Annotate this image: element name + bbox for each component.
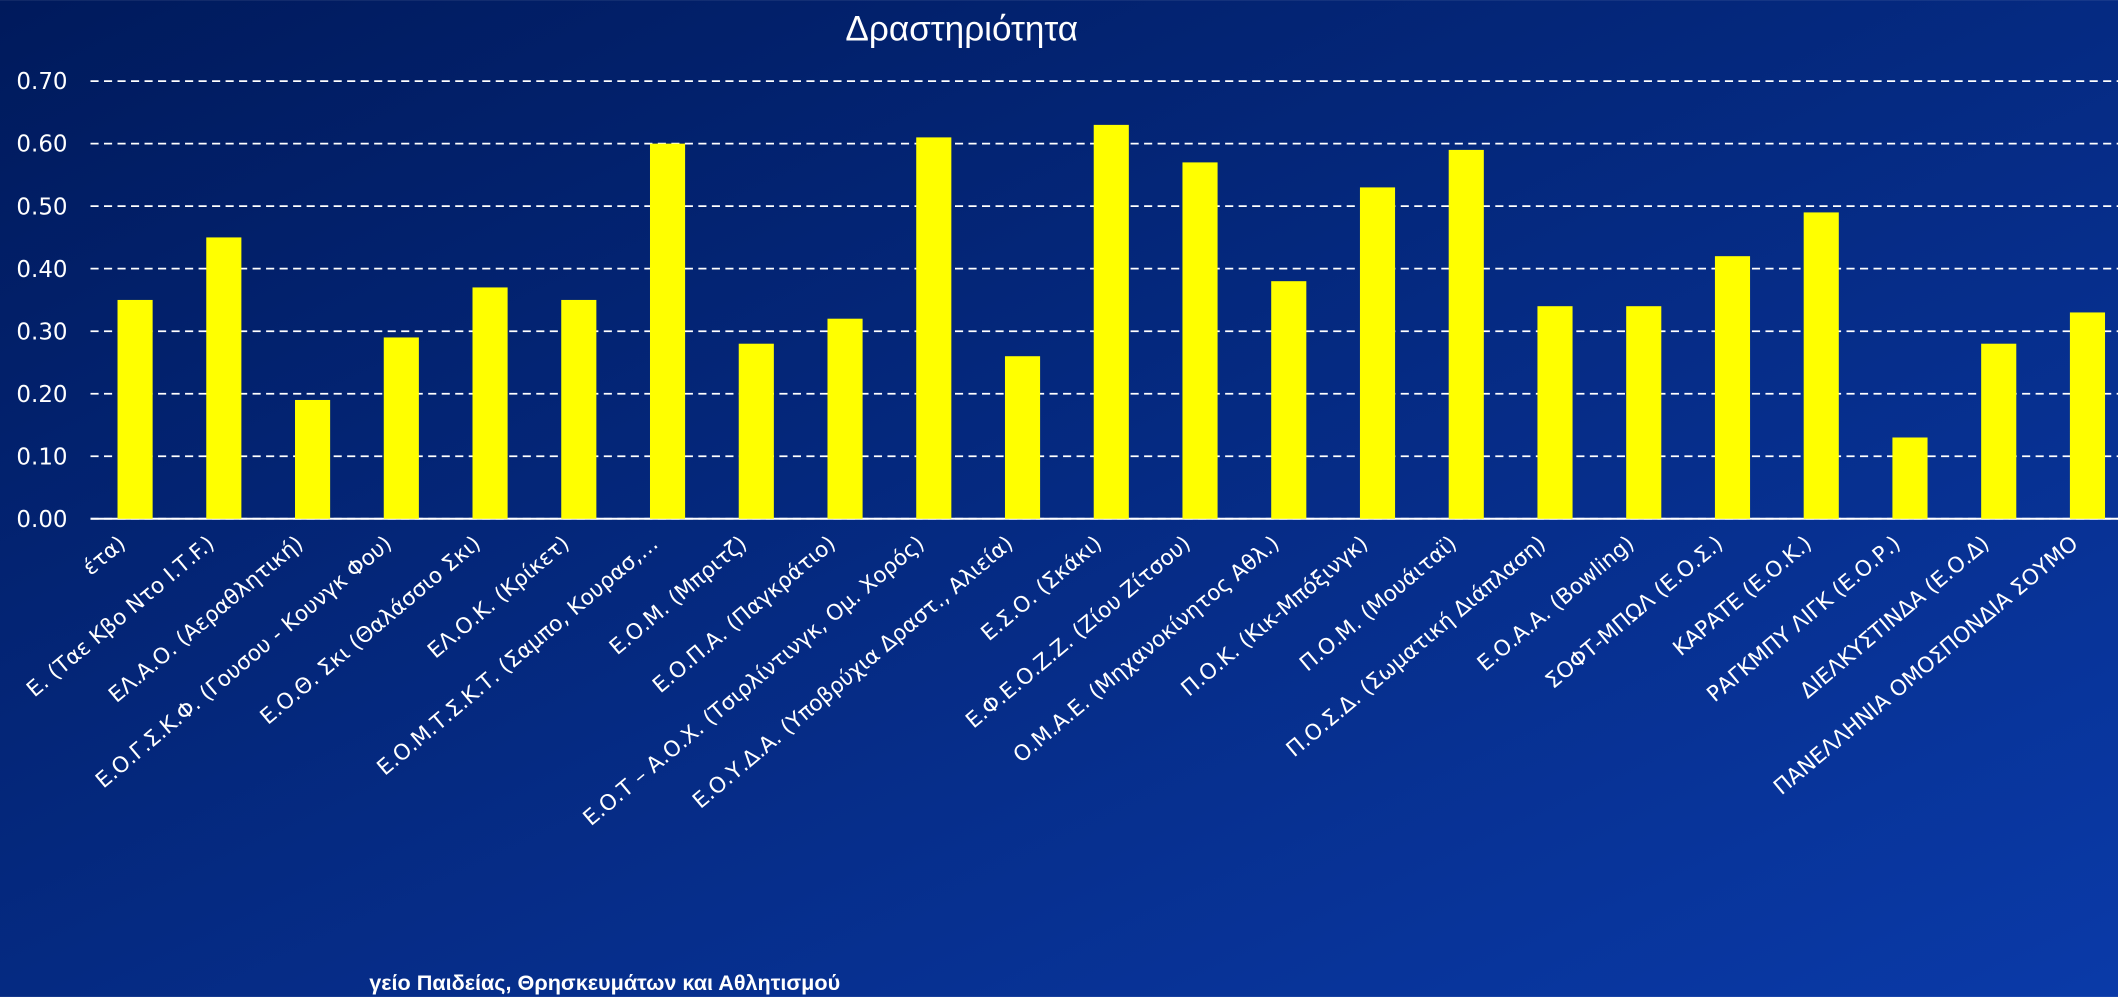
chart-title: Δραστηριότητα — [845, 10, 1078, 49]
bar — [383, 337, 419, 519]
y-tick-label: 0.70 — [16, 69, 67, 95]
bar — [916, 137, 952, 519]
bar — [1004, 356, 1041, 519]
bar — [472, 287, 508, 519]
footer: γείο Παιδείας, Θρησκευμάτων και Αθλητισμ… — [369, 970, 840, 995]
bar — [1981, 343, 2017, 519]
bar — [1537, 306, 1573, 519]
bar — [1093, 124, 1129, 519]
bar — [1626, 306, 1662, 519]
y-tick-label: 0.30 — [16, 319, 67, 345]
bar — [1182, 162, 1218, 519]
bar — [1448, 149, 1484, 519]
bar — [1359, 187, 1396, 519]
bar — [117, 299, 153, 519]
bar — [649, 143, 686, 519]
bar — [1271, 281, 1307, 519]
y-tick-label: 0.60 — [16, 132, 67, 158]
y-tick-label: 0.50 — [16, 194, 67, 220]
bar — [206, 237, 242, 519]
y-tick-label: 0.10 — [16, 444, 67, 470]
bar — [295, 399, 331, 519]
bar — [561, 299, 597, 519]
y-tick-label: 0.20 — [16, 382, 67, 408]
bar — [1892, 437, 1928, 519]
bar — [827, 318, 863, 519]
bar — [1714, 256, 1751, 519]
y-tick-label: 0.40 — [16, 257, 67, 283]
y-tick-label: 0.00 — [16, 507, 67, 533]
bar — [738, 343, 774, 519]
bar — [2069, 312, 2106, 519]
bar — [1803, 212, 1839, 519]
